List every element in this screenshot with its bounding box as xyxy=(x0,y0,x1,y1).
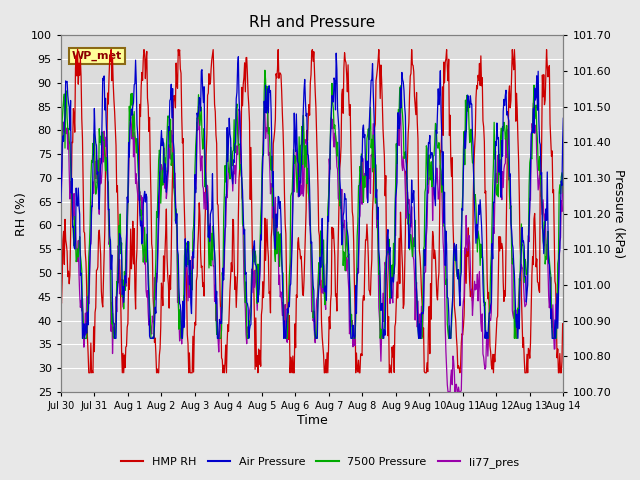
Y-axis label: Pressure (kPa): Pressure (kPa) xyxy=(612,169,625,258)
Text: WP_met: WP_met xyxy=(72,50,122,61)
Legend: HMP RH, Air Pressure, 7500 Pressure, li77_pres: HMP RH, Air Pressure, 7500 Pressure, li7… xyxy=(116,452,524,472)
Title: RH and Pressure: RH and Pressure xyxy=(249,15,375,30)
X-axis label: Time: Time xyxy=(297,414,328,427)
Y-axis label: RH (%): RH (%) xyxy=(15,192,28,236)
